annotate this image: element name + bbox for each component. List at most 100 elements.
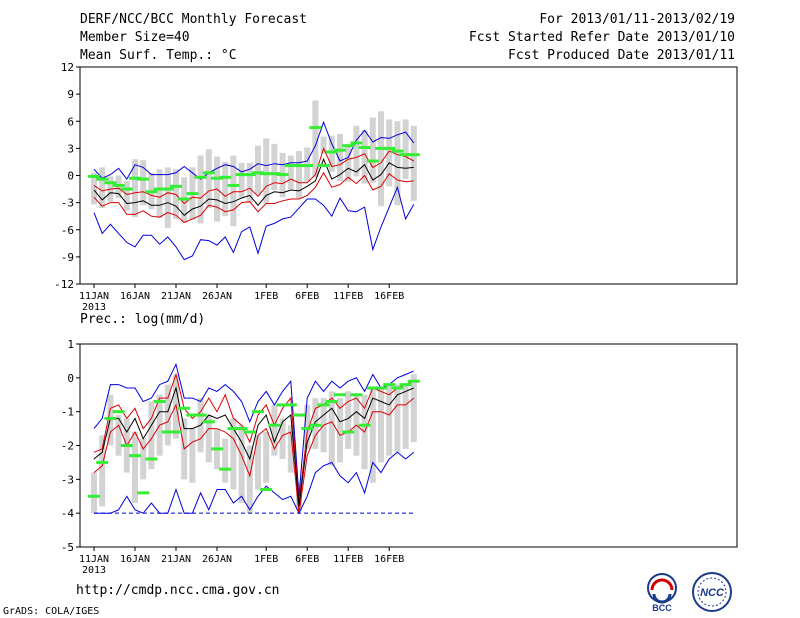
- range-box-day-37: [386, 119, 393, 187]
- median-mark-day-8: [145, 190, 158, 194]
- range-box-day-18: [230, 418, 237, 490]
- member-size: Member Size=40: [80, 30, 190, 45]
- range-box-day-21: [255, 145, 261, 195]
- x-tick-label: 6FEB: [295, 291, 319, 302]
- range-box-day-5: [123, 180, 130, 211]
- range-box-day-22: [263, 138, 270, 204]
- median-mark-day-28: [309, 423, 322, 427]
- median-mark-day-16: [211, 447, 223, 451]
- median-mark-day-24: [276, 403, 289, 407]
- y-tick-label: 0: [67, 372, 74, 385]
- median-mark-day-5: [120, 444, 133, 447]
- y-tick-label: 6: [67, 115, 74, 128]
- x-tick-label: 16FEB: [374, 291, 404, 302]
- median-mark-day-21: [252, 410, 264, 414]
- x-tick-label: 16JAN: [120, 554, 150, 565]
- median-mark-day-38: [391, 149, 404, 153]
- x-tick-label: 11FEB: [333, 554, 363, 565]
- range-box-day-36: [378, 111, 384, 207]
- median-mark-day-2: [96, 177, 109, 181]
- x-tick-label: 6FEB: [295, 554, 319, 565]
- start-refer-date: Fcst Started Refer Date 2013/01/10: [468, 30, 735, 45]
- range-box-day-15: [205, 415, 212, 463]
- range-box-day-23: [271, 143, 278, 190]
- x-tick-label: 11FEB: [333, 291, 363, 302]
- median-mark-day-9: [153, 400, 166, 404]
- y-tick-label: -3: [61, 197, 74, 210]
- median-mark-day-35: [366, 386, 379, 390]
- median-mark-day-23: [268, 423, 281, 427]
- produced-date: Fcst Produced Date 2013/01/11: [508, 48, 735, 63]
- median-mark-day-9: [153, 187, 166, 191]
- median-mark-day-3: [104, 181, 117, 185]
- range-box-day-39: [402, 384, 409, 449]
- median-mark-day-1: [88, 494, 100, 498]
- ncc-logo: NCC: [692, 572, 732, 612]
- range-box-day-36: [378, 387, 384, 463]
- median-mark-day-26: [293, 164, 305, 168]
- range-box-day-37: [386, 384, 393, 456]
- median-mark-day-16: [211, 176, 223, 180]
- median-mark-day-8: [145, 457, 158, 461]
- median-mark-day-24: [276, 173, 289, 177]
- variable-label: Mean Surf. Temp.: °C: [80, 48, 237, 63]
- median-mark-day-19: [235, 427, 248, 431]
- median-mark-day-33: [350, 393, 363, 397]
- x-tick-label: 16JAN: [120, 291, 150, 302]
- range-box-day-19: [238, 162, 245, 199]
- median-mark-day-39: [399, 383, 412, 387]
- median-mark-day-17: [219, 175, 232, 179]
- median-mark-day-22: [260, 172, 273, 176]
- footer-url[interactable]: http://cmdp.ncc.cma.gov.cn: [76, 583, 280, 598]
- precipitation-title: Prec.: log(mm/d): [80, 312, 205, 327]
- median-mark-day-32: [342, 144, 355, 148]
- median-mark-day-11: [170, 430, 182, 434]
- median-mark-day-30: [325, 400, 338, 404]
- range-box-day-26: [296, 151, 302, 199]
- range-box-day-18: [230, 155, 237, 227]
- median-mark-day-40: [407, 153, 420, 157]
- median-mark-day-37: [383, 383, 396, 387]
- ensemble-mean-line: [93, 157, 414, 216]
- y-tick-label: -6: [61, 224, 74, 237]
- median-mark-day-15: [202, 420, 215, 424]
- median-mark-day-27: [301, 427, 314, 431]
- range-box-day-6: [132, 431, 138, 504]
- y-tick-label: 0: [67, 170, 74, 183]
- median-mark-day-40: [407, 379, 420, 383]
- y-tick-label: 1: [67, 338, 74, 351]
- median-mark-day-4: [112, 183, 125, 187]
- median-mark-day-25: [284, 164, 297, 168]
- median-mark-day-19: [235, 173, 248, 177]
- median-mark-day-5: [120, 187, 133, 191]
- grads-credit: GrADS: COLA/IGES: [3, 606, 99, 617]
- ensemble-mean-line: [93, 386, 414, 507]
- median-mark-day-29: [317, 164, 330, 168]
- median-mark-day-10: [161, 430, 174, 434]
- median-mark-day-18: [227, 183, 240, 187]
- median-mark-day-22: [260, 487, 273, 491]
- range-box-day-22: [263, 431, 270, 483]
- range-box-day-14: [197, 155, 204, 224]
- range-box-day-30: [328, 391, 335, 466]
- x-tick-label: 21JAN: [161, 554, 191, 565]
- range-box-day-32: [345, 391, 352, 449]
- mean-plus-sd-line: [93, 372, 414, 504]
- median-mark-day-32: [342, 430, 355, 434]
- range-box-day-17: [222, 438, 229, 483]
- range-box-day-17: [222, 161, 229, 217]
- min-line: [94, 451, 415, 515]
- median-mark-day-31: [334, 148, 346, 152]
- median-mark-day-39: [399, 153, 412, 157]
- range-box-day-6: [132, 159, 138, 218]
- median-mark-day-28: [309, 126, 322, 130]
- range-box-day-25: [287, 425, 294, 473]
- median-mark-day-26: [293, 413, 305, 417]
- x-tick-label: 26JAN: [202, 291, 232, 302]
- median-mark-day-12: [178, 197, 191, 201]
- bcc-logo-text: BCC: [652, 603, 672, 613]
- y-tick-label: -5: [61, 541, 74, 554]
- range-box-day-35: [369, 387, 376, 483]
- range-box-day-20: [246, 162, 253, 203]
- median-mark-day-34: [358, 145, 371, 149]
